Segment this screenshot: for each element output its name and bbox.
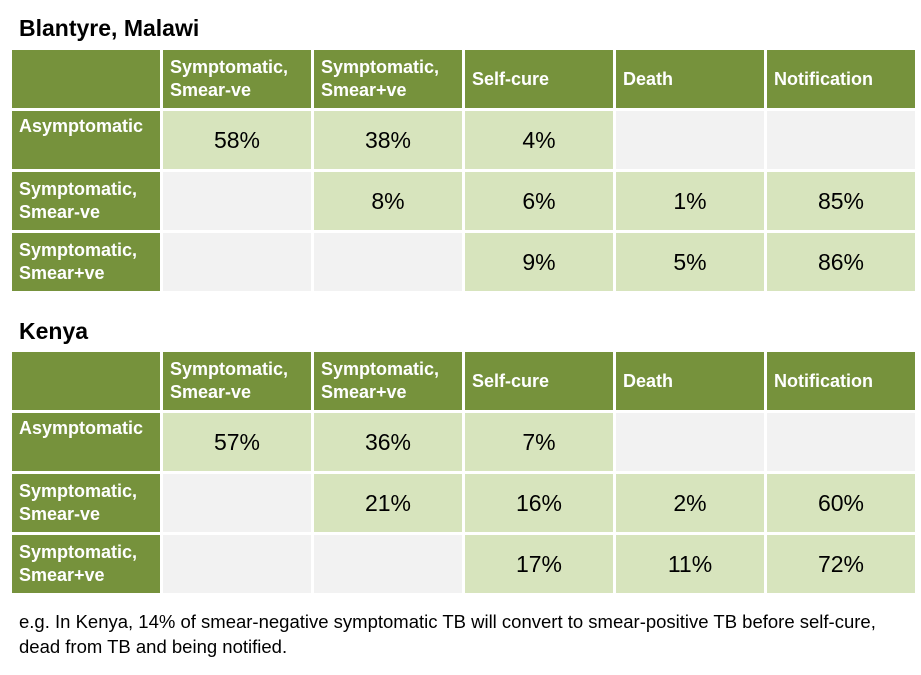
row-header-asymptomatic: Asymptomatic xyxy=(12,111,160,169)
table-cell: 9% xyxy=(465,233,613,291)
table-cell: 58% xyxy=(163,111,311,169)
col-header-notification: Notification xyxy=(767,352,915,410)
table-cell-empty xyxy=(767,413,915,471)
col-header-symptomatic-smear-pos: Symptomatic, Smear+ve xyxy=(314,50,462,108)
row-header-symptomatic-smear-pos: Symptomatic, Smear+ve xyxy=(12,233,160,291)
row-header-symptomatic-smear-neg: Symptomatic, Smear-ve xyxy=(12,172,160,230)
col-header-notification: Notification xyxy=(767,50,915,108)
table-row: Symptomatic, Smear+ve 17% 11% 72% xyxy=(12,535,915,593)
section-title-blantyre: Blantyre, Malawi xyxy=(19,15,200,41)
table-row: Asymptomatic 57% 36% 7% xyxy=(12,413,915,471)
col-header-symptomatic-smear-neg: Symptomatic, Smear-ve xyxy=(163,50,311,108)
table-cell: 1% xyxy=(616,172,764,230)
col-header-symptomatic-smear-neg: Symptomatic, Smear-ve xyxy=(163,352,311,410)
table-cell: 21% xyxy=(314,474,462,532)
table-cell: 4% xyxy=(465,111,613,169)
table-cell: 11% xyxy=(616,535,764,593)
table-cell-empty xyxy=(163,474,311,532)
table-cell-empty xyxy=(767,111,915,169)
table-header-row: Symptomatic, Smear-ve Symptomatic, Smear+v… xyxy=(12,352,915,410)
row-header-asymptomatic: Asymptomatic xyxy=(12,413,160,471)
col-header-self-cure: Self-cure xyxy=(465,50,613,108)
table-cell: 8% xyxy=(314,172,462,230)
transition-table-kenya: Symptomatic, Smear-ve Symptomatic, Smear+v… xyxy=(9,349,918,596)
table-row: Symptomatic, Smear-ve 8% 6% 1% 85% xyxy=(12,172,915,230)
table-cell: 5% xyxy=(616,233,764,291)
table-cell: 38% xyxy=(314,111,462,169)
footnote: e.g. In Kenya, 14% of smear-negative sym… xyxy=(19,611,876,657)
table-cell: 85% xyxy=(767,172,915,230)
row-header-symptomatic-smear-pos: Symptomatic, Smear+ve xyxy=(12,535,160,593)
transition-table-blantyre: Symptomatic, Smear-ve Symptomatic, Smear+v… xyxy=(9,47,918,294)
table-cell-empty xyxy=(616,111,764,169)
table-row: Symptomatic, Smear-ve 21% 16% 2% 60% xyxy=(12,474,915,532)
section-title-kenya: Kenya xyxy=(19,318,89,344)
table-cell-empty xyxy=(314,233,462,291)
table-cell: 2% xyxy=(616,474,764,532)
table-cell: 72% xyxy=(767,535,915,593)
table-cell: 57% xyxy=(163,413,311,471)
corner-cell xyxy=(12,352,160,410)
table-row: Symptomatic, Smear+ve 9% 5% 86% xyxy=(12,233,915,291)
table-cell: 60% xyxy=(767,474,915,532)
col-header-symptomatic-smear-pos: Symptomatic, Smear+ve xyxy=(314,352,462,410)
col-header-death: Death xyxy=(616,352,764,410)
table-cell-empty xyxy=(163,172,311,230)
col-header-self-cure: Self-cure xyxy=(465,352,613,410)
table-cell: 17% xyxy=(465,535,613,593)
table-row: Asymptomatic 58% 38% 4% xyxy=(12,111,915,169)
table-cell: 6% xyxy=(465,172,613,230)
table-cell: 36% xyxy=(314,413,462,471)
row-header-symptomatic-smear-neg: Symptomatic, Smear-ve xyxy=(12,474,160,532)
table-cell: 86% xyxy=(767,233,915,291)
table-cell-empty xyxy=(314,535,462,593)
table-cell-empty xyxy=(163,233,311,291)
table-header-row: Symptomatic, Smear-ve Symptomatic, Smear+v… xyxy=(12,50,915,108)
table-cell: 16% xyxy=(465,474,613,532)
table-cell-empty xyxy=(163,535,311,593)
table-cell-empty xyxy=(616,413,764,471)
col-header-death: Death xyxy=(616,50,764,108)
table-cell: 7% xyxy=(465,413,613,471)
corner-cell xyxy=(12,50,160,108)
